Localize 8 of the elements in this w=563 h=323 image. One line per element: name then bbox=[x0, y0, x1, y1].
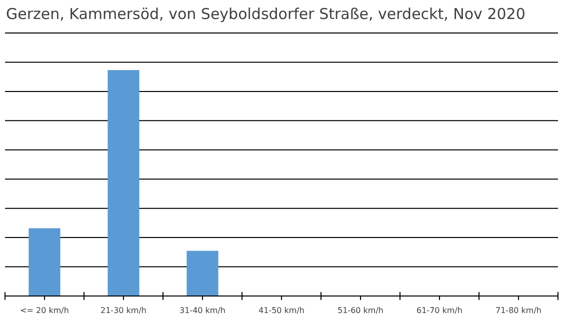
x-tick-label: 71-80 km/h bbox=[496, 306, 542, 315]
x-tick-label: 51-60 km/h bbox=[338, 306, 384, 315]
x-tick-label: 61-70 km/h bbox=[416, 306, 462, 315]
x-tick-label: <= 20 km/h bbox=[20, 306, 69, 315]
x-tick-label: 41-50 km/h bbox=[258, 306, 304, 315]
chart-title: Gerzen, Kammersöd, von Seyboldsdorfer Straße, verdeckt, Nov 2020 bbox=[6, 5, 526, 23]
x-tick-label: 21-30 km/h bbox=[100, 306, 146, 315]
x-tick-label: 31-40 km/h bbox=[180, 306, 226, 315]
